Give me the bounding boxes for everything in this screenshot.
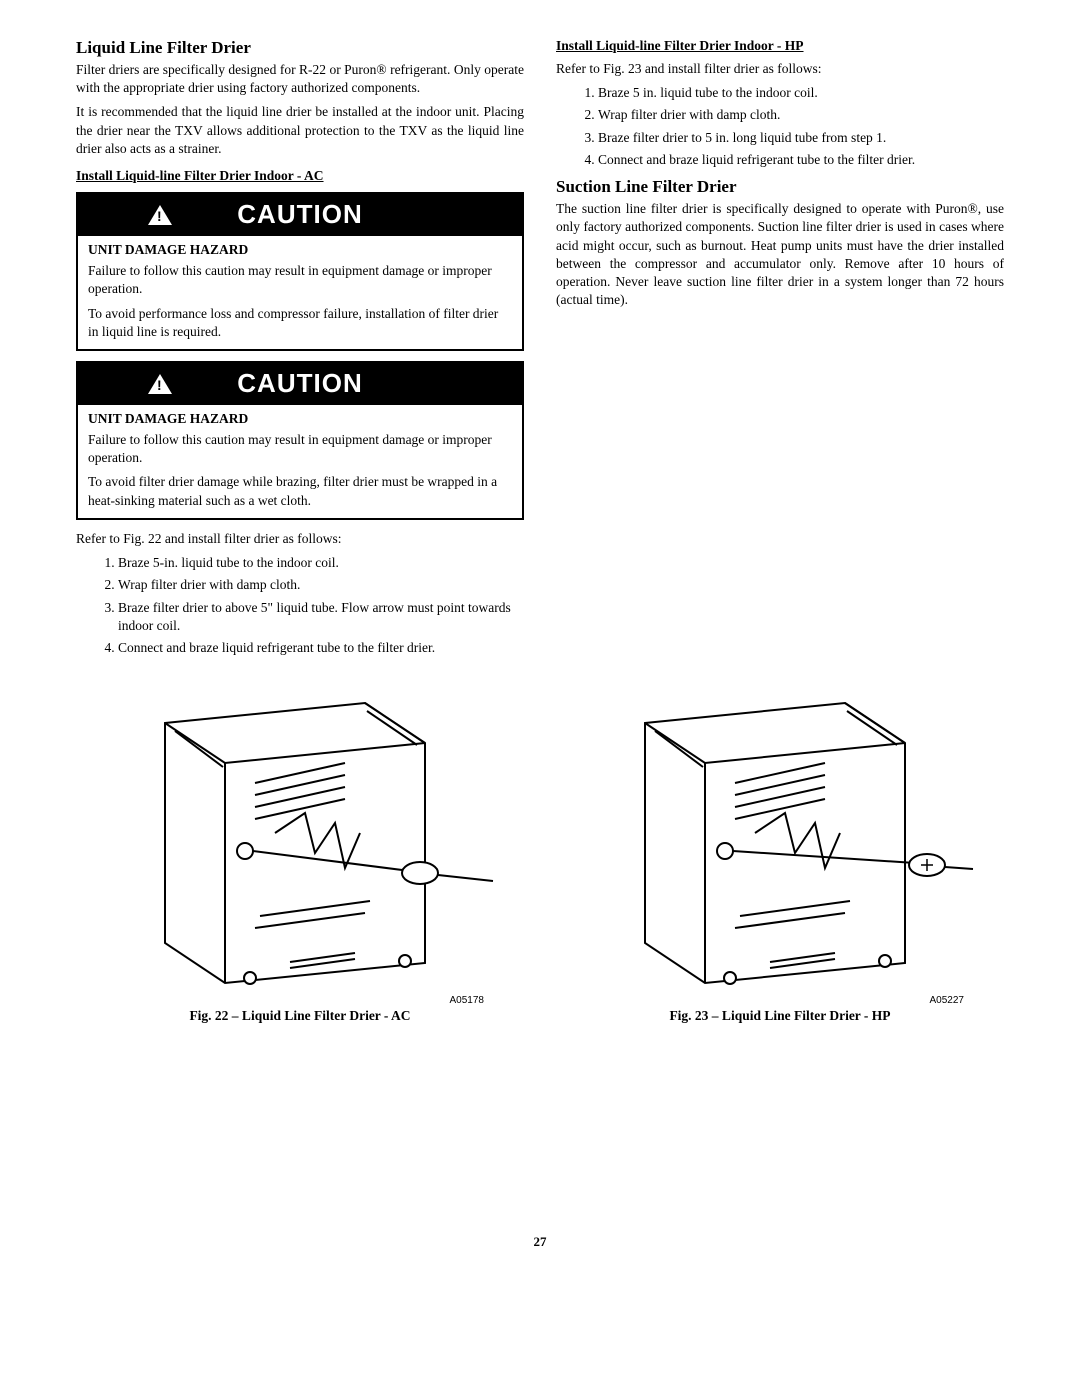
install-hp-subheading: Install Liquid-line Filter Drier Indoor … [556, 38, 1004, 54]
caution-box-2: CAUTION UNIT DAMAGE HAZARD Failure to fo… [76, 361, 524, 520]
caution2-line2: To avoid filter drier damage while brazi… [88, 473, 512, 509]
unit-diagram-ac-icon [105, 683, 495, 993]
ac-step-2: Wrap filter drier with damp cloth. [118, 576, 524, 594]
hp-step-4: Connect and braze liquid refrigerant tub… [598, 151, 1004, 169]
caution-title-1: CAUTION [237, 199, 362, 229]
fig22-caption: Fig. 22 – Liquid Line Filter Drier - AC [76, 1008, 524, 1024]
hp-steps-list: Braze 5 in. liquid tube to the indoor co… [556, 84, 1004, 169]
hp-step-2: Wrap filter drier with damp cloth. [598, 106, 1004, 124]
fig23-code: A05227 [556, 995, 1004, 1006]
ac-step-1: Braze 5-in. liquid tube to the indoor co… [118, 554, 524, 572]
ac-steps-intro: Refer to Fig. 22 and install filter drie… [76, 530, 524, 548]
liquid-line-p1: Filter driers are specifically designed … [76, 61, 524, 97]
warning-triangle-icon [148, 205, 172, 225]
fig23-caption: Fig. 23 – Liquid Line Filter Drier - HP [556, 1008, 1004, 1024]
caution-header-2: CAUTION [78, 363, 522, 405]
right-column: Install Liquid-line Filter Drier Indoor … [556, 38, 1004, 665]
warning-triangle-icon [148, 374, 172, 394]
caution-title-2: CAUTION [237, 368, 362, 398]
caution-box-1: CAUTION UNIT DAMAGE HAZARD Failure to fo… [76, 192, 524, 351]
caution2-line1: Failure to follow this caution may resul… [88, 431, 512, 467]
hp-step-3: Braze filter drier to 5 in. long liquid … [598, 129, 1004, 147]
suction-line-heading: Suction Line Filter Drier [556, 177, 1004, 197]
caution1-line1: Failure to follow this caution may resul… [88, 262, 512, 298]
figures-row: A05178 Fig. 22 – Liquid Line Filter Drie… [76, 683, 1004, 1024]
install-ac-subheading: Install Liquid-line Filter Drier Indoor … [76, 168, 524, 184]
page-number: 27 [76, 1234, 1004, 1250]
hp-step-1: Braze 5 in. liquid tube to the indoor co… [598, 84, 1004, 102]
unit-diagram-hp-icon [585, 683, 975, 993]
ac-steps-list: Braze 5-in. liquid tube to the indoor co… [76, 554, 524, 657]
liquid-line-heading: Liquid Line Filter Drier [76, 38, 524, 58]
caution1-line2: To avoid performance loss and compressor… [88, 305, 512, 341]
ac-step-3: Braze filter drier to above 5" liquid tu… [118, 599, 524, 635]
figure-23: A05227 Fig. 23 – Liquid Line Filter Drie… [556, 683, 1004, 1024]
figure-22: A05178 Fig. 22 – Liquid Line Filter Drie… [76, 683, 524, 1024]
suction-line-p1: The suction line filter drier is specifi… [556, 200, 1004, 309]
caution-header-1: CAUTION [78, 194, 522, 236]
liquid-line-p2: It is recommended that the liquid line d… [76, 103, 524, 158]
hazard-label-2: UNIT DAMAGE HAZARD [88, 411, 512, 427]
hp-steps-intro: Refer to Fig. 23 and install filter drie… [556, 60, 1004, 78]
hazard-label-1: UNIT DAMAGE HAZARD [88, 242, 512, 258]
fig22-code: A05178 [76, 995, 524, 1006]
left-column: Liquid Line Filter Drier Filter driers a… [76, 38, 524, 665]
ac-step-4: Connect and braze liquid refrigerant tub… [118, 639, 524, 657]
